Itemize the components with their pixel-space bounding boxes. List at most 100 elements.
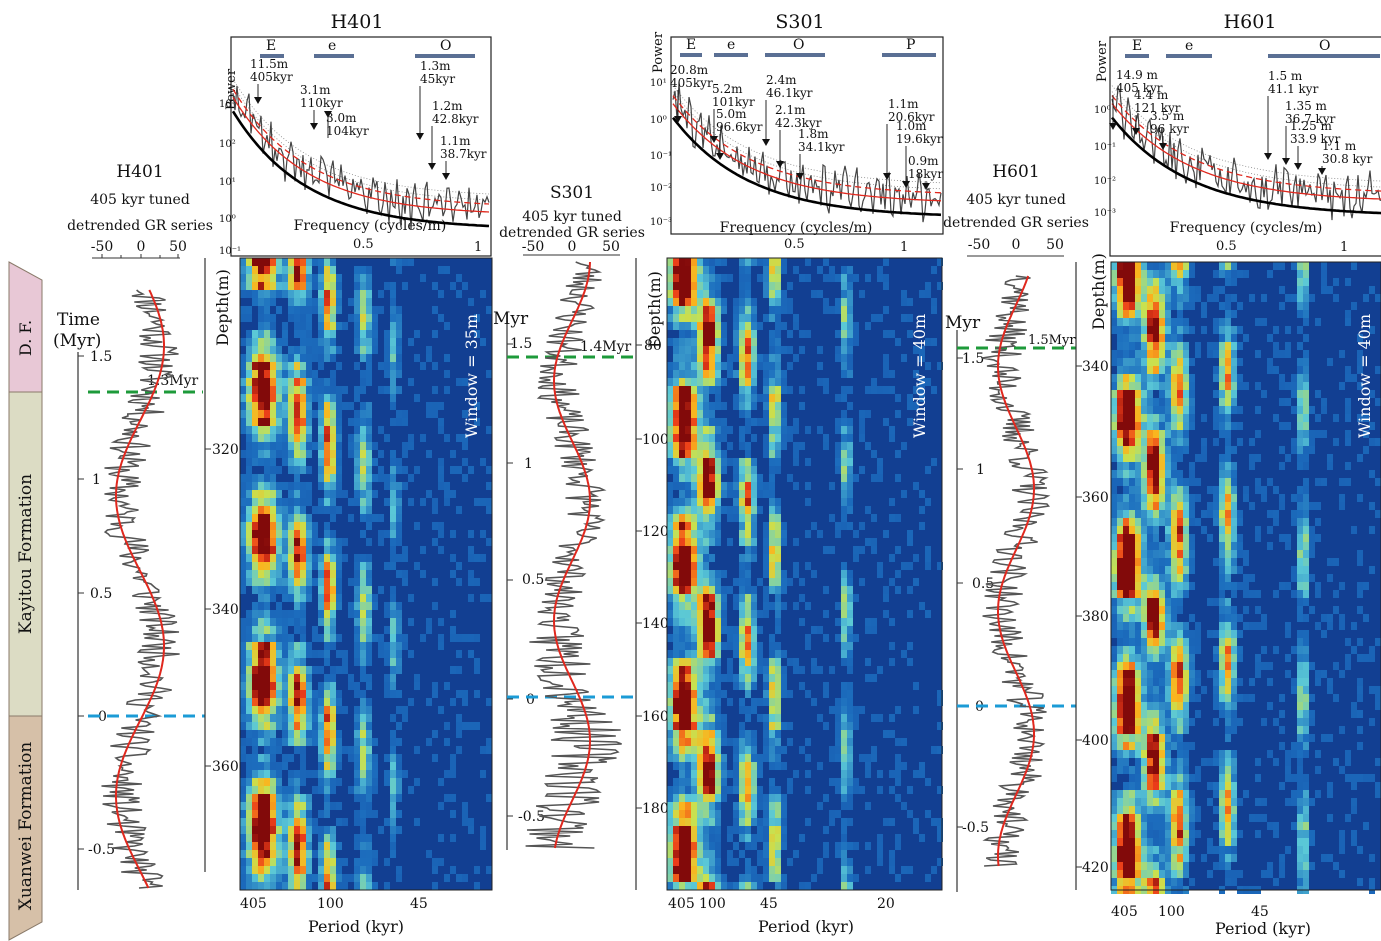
h401-xtick-1: 1: [474, 240, 482, 255]
svg-text:1.5 m: 1.5 m: [1268, 69, 1303, 83]
band-o-label: O: [440, 38, 451, 54]
h401-evolutive-panel: Depth(m) 320 340 360 Window = 35m 405 10…: [204, 257, 493, 936]
h601-evolutive-panel: Depth(m) 340 360 380 400 420 Window = 40…: [1075, 253, 1381, 938]
band-o-label: O: [1319, 38, 1330, 54]
svg-text:34.1kyr: 34.1kyr: [798, 140, 845, 154]
h401-heat-ylabel: Depth(m): [213, 269, 232, 346]
h601-xtick-0.5: 0.5: [1216, 239, 1237, 254]
svg-text:1.3m: 1.3m: [420, 59, 451, 73]
s301-gr-title: S301: [550, 183, 594, 203]
svg-text:101kyr: 101kyr: [712, 95, 755, 109]
s301-ytick-2: 10⁰: [650, 115, 667, 126]
spectral-peak-label: 1.25 m33.9 kyr: [1290, 119, 1341, 170]
s301-period-tick-100: 100: [699, 896, 726, 912]
h401-gr-subtitle-1: 405 kyr tuned: [90, 192, 190, 208]
h401-gr-xtick-3: 50: [169, 239, 187, 255]
band-p-bar: [882, 53, 936, 57]
svg-text:11.5m: 11.5m: [250, 57, 289, 71]
h601-depth-tick-420: 420: [1082, 860, 1109, 876]
s301-gr-curve: [525, 261, 622, 849]
s301-xtick-0.5: 0.5: [784, 237, 805, 252]
s301-gr-subtitle-2: detrended GR series: [499, 225, 645, 241]
band-e-bar: [260, 54, 284, 58]
svg-text:42.3kyr: 42.3kyr: [775, 116, 822, 130]
svg-text:1.25 m: 1.25 m: [1290, 119, 1333, 133]
h601-gr-title: H601: [992, 162, 1039, 182]
h601-heat-ylabel: Depth(m): [1089, 253, 1108, 330]
h401-gr-subtitle-2: detrended GR series: [67, 218, 213, 234]
h401-spectrum-panel: H401 Power 10³ 10² 10¹ 10⁰ 10⁻¹ 0.5 1 Fr…: [219, 11, 492, 257]
band-o-bar: [415, 54, 475, 58]
h601-gr-xtick-3: 50: [1046, 237, 1064, 253]
h601-gr-xtick-2: 0: [1012, 237, 1021, 253]
h601-time-label: Myr: [945, 313, 981, 333]
band-e-bar: [680, 53, 702, 57]
s301-gr-xtick-3: 50: [602, 239, 620, 255]
h401-period-tick-45: 45: [410, 896, 428, 912]
band-ecc-bar: [314, 54, 354, 58]
svg-text:1.0m: 1.0m: [896, 119, 927, 133]
s301-depth-tick-120: 120: [642, 524, 669, 540]
svg-text:104kyr: 104kyr: [326, 124, 369, 138]
svg-text:1.8m: 1.8m: [798, 127, 829, 141]
spectral-peak-label: 1.35 m36.7 kyr: [1282, 99, 1336, 165]
svg-text:3.5 m: 3.5 m: [1150, 109, 1185, 123]
s301-window-label: Window = 40m: [910, 314, 929, 438]
h601-ytick-4: 10⁻³: [1094, 208, 1116, 219]
band-ecc-label: e: [1185, 38, 1193, 54]
h601-spectrum-title: H601: [1224, 11, 1277, 33]
svg-text:5.0m: 5.0m: [716, 107, 747, 121]
spectral-peak-label: 1.1 m30.8 kyr: [1318, 139, 1373, 175]
s301-tuned-curve: [553, 261, 591, 849]
h601-gr-xtick-1: -50: [968, 237, 991, 253]
h601-period-xlabel: Period (kyr): [1215, 919, 1311, 938]
h401-spectrum-title: H401: [331, 11, 384, 33]
svg-text:121 kyr: 121 kyr: [1134, 101, 1181, 115]
s301-gr-xtick-2: 0: [568, 239, 577, 255]
svg-text:3.1m: 3.1m: [300, 83, 331, 97]
svg-text:96.6kyr: 96.6kyr: [716, 120, 763, 134]
h601-gr-subtitle-1: 405 kyr tuned: [966, 192, 1066, 208]
svg-text:45kyr: 45kyr: [420, 72, 455, 86]
h601-depth-tick-340: 340: [1082, 359, 1109, 375]
h401-ytick-5: 10⁻¹: [219, 246, 241, 257]
s301-ytick-3: 10⁻¹: [650, 151, 672, 162]
h401-period-tick-100: 100: [317, 896, 344, 912]
s301-evolutive-panel: Depth(m) 80 100 120 140 160 180 Window =…: [635, 257, 943, 936]
spectral-peak-label: 1.5 m41.1 kyr: [1264, 69, 1319, 160]
band-ecc-bar: [1166, 54, 1212, 58]
s301-gr-xtick-1: -50: [522, 239, 545, 255]
h401-ytick-3: 10¹: [219, 177, 236, 188]
svg-text:38.7kyr: 38.7kyr: [440, 147, 487, 161]
s301-spectrum-ylabel: Power: [651, 31, 666, 73]
h601-time-tick-0.5: 0.5: [972, 576, 994, 592]
svg-text:4.4 m: 4.4 m: [1134, 88, 1169, 102]
h401-tuned-curve: [115, 289, 165, 889]
svg-text:18kyr: 18kyr: [908, 167, 943, 181]
svg-text:20.8m: 20.8m: [670, 63, 709, 77]
svg-text:20.6kyr: 20.6kyr: [888, 110, 935, 124]
svg-text:1.1 m: 1.1 m: [1322, 139, 1357, 153]
band-e-label: E: [686, 37, 696, 53]
h601-depth-tick-380: 380: [1082, 609, 1109, 625]
h601-spectrum-xlabel: Frequency (cycles/m): [1170, 220, 1323, 236]
h601-spectrum-ylabel: Power: [1095, 40, 1110, 82]
s301-ytick-4: 10⁻²: [650, 183, 672, 194]
h401-gr-xtick-2: 0: [137, 239, 146, 255]
h601-gr-curve: [982, 275, 1051, 867]
h401-window-label: Window = 35m: [462, 314, 481, 438]
svg-text:19.6kyr: 19.6kyr: [896, 132, 943, 146]
h601-period-tick-45: 45: [1251, 904, 1269, 920]
band-e-label: E: [1132, 38, 1142, 54]
s301-time-tick-1.5: 1.5: [510, 336, 532, 352]
h401-spectrum-ylabel: Power: [224, 68, 239, 110]
formation-kayitou-label: Kayitou Formation: [16, 474, 36, 634]
s301-spectrum-xlabel: Frequency (cycles/m): [720, 220, 873, 236]
